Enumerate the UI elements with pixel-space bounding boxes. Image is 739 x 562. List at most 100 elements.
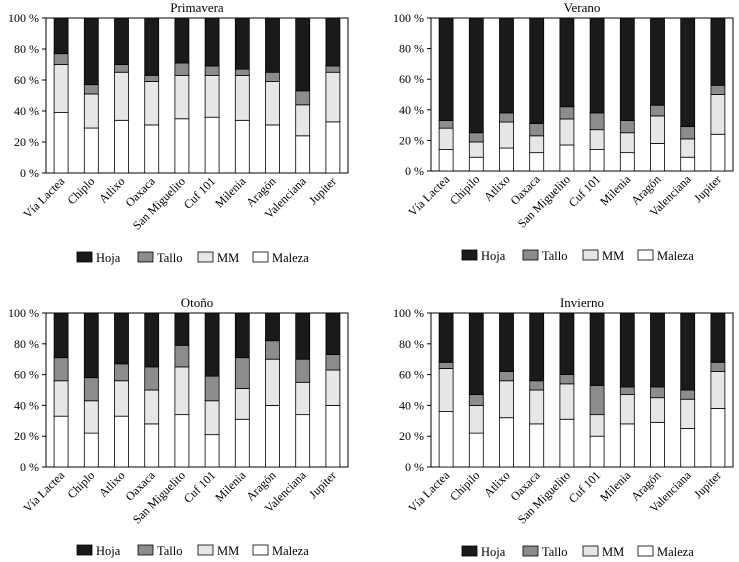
bar-segment-mm (589, 414, 605, 437)
y-tick-label: 60 % (14, 368, 39, 382)
y-tick-label: 40 % (14, 398, 39, 412)
bar-segment-mm (53, 64, 69, 113)
legend-label-mm: MM (602, 545, 624, 559)
legend-label-hoja: Hoja (481, 545, 506, 559)
bar-segment-tallo (234, 68, 250, 76)
bar-segment-maleza (619, 152, 635, 172)
bar-segment-mm (589, 129, 605, 150)
bar-segment-tallo (499, 371, 514, 382)
bar-segment-maleza (53, 112, 69, 174)
x-tick-label: Jupiter (691, 468, 724, 501)
x-tick-label: Chipilo (447, 468, 482, 503)
chart-panel-4: Invierno 0 % 20 % 40 % 60 % 80 % 100 % Vía Lact… (393, 295, 734, 559)
bar-segment-tallo (680, 126, 696, 140)
y-tick-label: 0 % (405, 460, 424, 474)
bar-segment-hoja (144, 17, 160, 76)
bar-segment-mm (468, 404, 484, 434)
plot-frame (45, 17, 349, 174)
bar-segment-tallo (589, 384, 605, 416)
bar-segment-hoja (265, 312, 280, 342)
bar-segment-mm (174, 74, 190, 120)
bar-segment-maleza (710, 133, 726, 172)
legend-swatch-maleza (252, 544, 269, 556)
y-tick-label: 0 % (20, 460, 39, 474)
y-tick-label: 80 % (399, 42, 424, 56)
bar-segment-mm (680, 138, 696, 158)
legend: Hoja Tallo MM Maleza (461, 249, 694, 263)
bar-segment-mm (114, 71, 129, 121)
bar-segment-maleza (529, 152, 545, 172)
bar-segment-mm (499, 121, 514, 149)
y-tick-label: 100 % (8, 11, 39, 25)
bar-segment-hoja (559, 312, 575, 375)
bar-segment-mm (114, 380, 129, 417)
bar-segment-maleza (529, 423, 545, 468)
legend-label-maleza: Maleza (272, 544, 309, 558)
legend-swatch-maleza (252, 251, 269, 263)
y-tick-label: 100 % (393, 11, 424, 25)
bar-segment-maleza (650, 143, 665, 172)
bar-segment-tallo (174, 62, 190, 76)
bar-segment-maleza (234, 418, 250, 468)
bar-segment-tallo (650, 386, 665, 399)
bar-segment-mm (619, 394, 635, 425)
bar-segment-mm (680, 398, 696, 429)
bar-segment-maleza (589, 435, 605, 468)
bar-segment-hoja (468, 312, 484, 396)
y-tick-label: 20 % (14, 135, 39, 149)
bar-segment-hoja (83, 17, 99, 86)
bar-segment-tallo (468, 132, 484, 143)
y-tick-label: 100 % (8, 306, 39, 320)
x-tick-label: Chiplo (64, 468, 97, 501)
bar-segment-hoja (499, 17, 514, 114)
bar-segment-mm (710, 94, 726, 135)
x-tick-label: Chiplo (64, 174, 97, 207)
legend-label-maleza: Maleza (657, 249, 694, 263)
bar-segment-hoja (53, 17, 69, 55)
bar-segment-maleza (265, 124, 280, 174)
y-tick-label: 20 % (399, 429, 424, 443)
bar-segment-maleza (174, 118, 190, 174)
legend-swatch-maleza (637, 545, 654, 557)
bar-segment-maleza (114, 415, 129, 468)
legend-swatch-mm (582, 249, 599, 261)
bar-segment-tallo (295, 358, 311, 383)
bar-segment-maleza (499, 147, 514, 172)
bar-segment-mm (650, 115, 665, 144)
bar-segment-mm (144, 81, 160, 126)
bar-segment-hoja (468, 17, 484, 134)
bar-segment-maleza (265, 404, 280, 468)
bar-segment-tallo (204, 375, 220, 402)
legend-swatch-mm (197, 251, 214, 263)
legend-label-tallo: Tallo (542, 249, 568, 263)
bar-segment-tallo (650, 104, 665, 117)
bar-segment-tallo (114, 64, 129, 73)
x-tick-label: Chipilo (447, 172, 482, 207)
bar-segment-tallo (710, 84, 726, 95)
bar-segment-maleza (295, 414, 311, 468)
bar-segment-mm (710, 371, 726, 409)
bar-segment-tallo (265, 71, 280, 82)
bar-segment-hoja (619, 17, 635, 121)
bar-segment-hoja (499, 312, 514, 372)
bar-segment-tallo (710, 361, 726, 372)
bar-segment-maleza (680, 156, 696, 172)
plot-frame (430, 17, 734, 172)
bar-segment-maleza (114, 119, 129, 174)
bar-segment-maleza (438, 149, 454, 172)
chart-title: Primavera (170, 0, 224, 15)
bar-segment-hoja (114, 17, 129, 65)
y-tick-label: 60 % (399, 72, 424, 86)
bar-segment-maleza (499, 417, 514, 468)
y-tick-label: 0 % (405, 164, 424, 178)
bar-segment-tallo (114, 363, 129, 382)
x-tick-label: Vía Lactea (405, 468, 452, 515)
bar-segment-mm (619, 132, 635, 154)
bar-segment-mm (559, 118, 575, 146)
bar-segment-hoja (114, 312, 129, 365)
bar-segment-mm (529, 135, 545, 154)
bar-segment-tallo (529, 123, 545, 137)
bar-segment-mm (650, 397, 665, 423)
bar-segment-hoja (295, 312, 311, 360)
x-tick-label: Jupiter (306, 174, 339, 207)
